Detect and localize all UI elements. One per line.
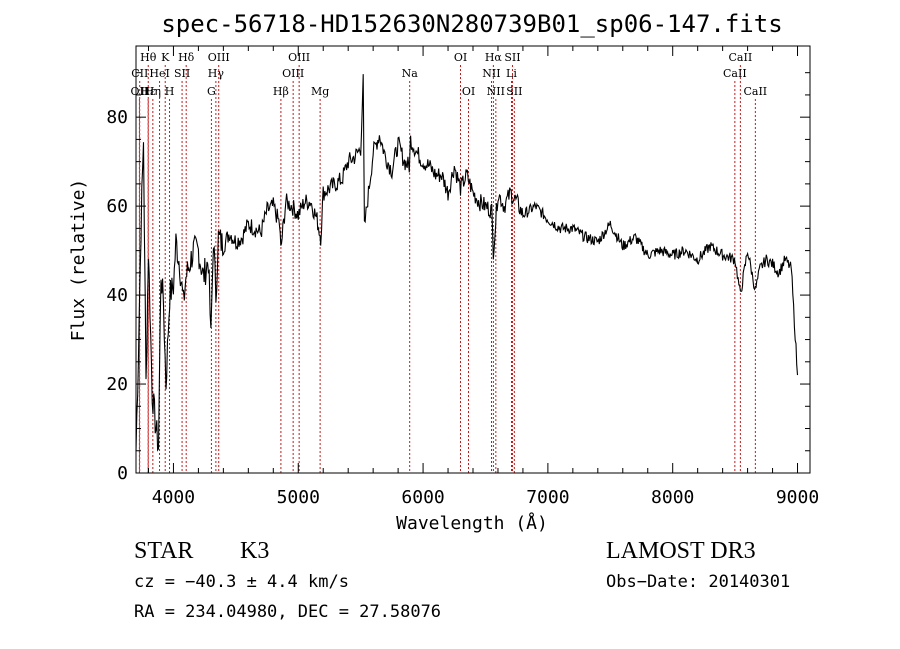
ra-dec-info: RA = 234.04980, DEC = 27.58076 (134, 602, 442, 622)
line-marker-label-16: Mg (311, 85, 329, 98)
line-marker-label-26: CaII (729, 51, 753, 64)
line-marker-label-6: Hη (145, 85, 161, 98)
line-marker-label-12: G (207, 85, 216, 98)
line-marker-label-4: K (161, 51, 170, 64)
plot-frame (135, 45, 811, 474)
line-marker-label-1: CII (131, 67, 148, 80)
line-marker-label-3: Hε (140, 85, 156, 98)
x-tick-label-4000: 4000 (152, 487, 195, 508)
x-axis-label: Wavelength (Å) (396, 512, 548, 534)
obs-date: Obs−Date: 20140301 (606, 572, 791, 592)
x-tick-label-5000: 5000 (277, 487, 320, 508)
x-tick-label-8000: 8000 (651, 487, 694, 508)
x-tick-label-9000: 9000 (776, 487, 819, 508)
x-axis-ticks: 4000 5000 6000 7000 8000 9000 (147, 46, 819, 508)
line-markers (138, 65, 756, 473)
line-marker-label-19: OI (462, 85, 475, 98)
redshift-info: cz = −40.3 ± 4.4 km/s (134, 572, 349, 592)
line-marker-label-25: SII (506, 85, 522, 98)
chart-title: spec-56718-HD152630N280739B01_sp06-147.f… (161, 10, 782, 38)
line-marker-label-5: HeI (149, 67, 169, 80)
x-tick-label-6000: 6000 (401, 487, 444, 508)
line-marker-label-22: NII (487, 85, 505, 98)
y-tick-label-80: 80 (106, 107, 128, 128)
line-marker-label-8: H (165, 85, 175, 98)
line-marker-label-28: CaII (743, 85, 767, 98)
y-tick-label-60: 60 (106, 196, 128, 217)
line-marker-label-2: OII (131, 85, 149, 98)
line-marker-label-17: Na (402, 67, 419, 80)
line-marker-label-11: Hγ (208, 67, 225, 80)
line-marker-label-0: Hθ (140, 51, 157, 64)
y-tick-label-40: 40 (106, 285, 128, 306)
line-marker-label-9: Hδ (178, 51, 195, 64)
y-tick-label-20: 20 (106, 374, 128, 395)
line-marker-label-10: OIII (208, 51, 230, 64)
line-marker-label-24: Li (506, 67, 517, 80)
y-axis-ticks: 0 20 40 60 80 (106, 72, 810, 484)
line-marker-label-7: SII (174, 67, 190, 80)
line-marker-label-20: Hα (485, 51, 503, 64)
y-axis-label: Flux (relative) (68, 179, 89, 342)
object-subclass: K3 (240, 538, 270, 564)
y-tick-label-0: 0 (117, 463, 128, 484)
line-marker-label-13: Hβ (273, 85, 289, 98)
line-marker-label-14: OIII (288, 51, 310, 64)
line-marker-label-18: OI (454, 51, 467, 64)
line-marker-label-23: SII (504, 51, 520, 64)
spectrum-line (135, 74, 799, 452)
line-marker-label-21: NII (482, 67, 500, 80)
x-tick-label-7000: 7000 (526, 487, 569, 508)
line-marker-label-15: OIII (282, 67, 304, 80)
line-marker-label-27: CaII (723, 67, 747, 80)
survey-label: LAMOST DR3 (606, 538, 756, 564)
object-class: STAR (134, 538, 194, 564)
